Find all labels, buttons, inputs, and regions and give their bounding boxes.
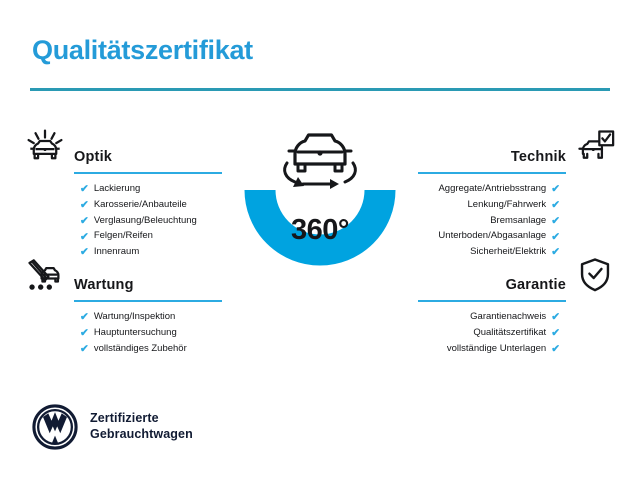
list-item-label: Wartung/Inspektion (93, 311, 176, 322)
list-item-label: Verglasung/Beleuchtung (93, 214, 197, 226)
section-optik-header: Optik (24, 128, 224, 166)
list-item: ✔ Felgen/Reifen (80, 230, 153, 243)
section-wartung-title: Wartung (74, 276, 134, 293)
list-item-label: Sicherheit/Elektrik (470, 246, 547, 258)
section-technik-title: Technik (510, 148, 566, 165)
section-technik-items: Aggregate/Antriebsstrang ✔ Lenkung/Fahrw… (406, 183, 560, 259)
list-item-label: Aggregate/Antriebsstrang (438, 183, 547, 194)
list-item-label: Bremsanlage (490, 214, 547, 226)
list-item: ✔ Karosserie/Anbauteile (80, 199, 187, 212)
check-icon: ✔ (80, 198, 89, 211)
volkswagen-logo (32, 404, 78, 450)
check-icon: ✔ (80, 230, 89, 243)
footer-line-2: Gebrauchtwagen (90, 427, 193, 441)
check-icon: ✔ (551, 311, 560, 324)
list-item: ✔ Wartung/Inspektion (80, 311, 175, 324)
section-wartung-header: Wartung (24, 256, 224, 294)
section-garantie-divider (418, 300, 566, 302)
check-icon: ✔ (551, 342, 560, 355)
list-item: ✔ Verglasung/Beleuchtung (80, 215, 197, 228)
check-icon: ✔ (80, 342, 89, 355)
footer-text: Zertifizierte Gebrauchtwagen (90, 411, 193, 442)
title-divider (30, 88, 610, 91)
section-wartung-divider (74, 300, 222, 302)
check-icon: ✔ (80, 183, 89, 196)
list-item: ✔ vollständiges Zubehör (80, 343, 187, 356)
list-item: Bremsanlage ✔ (490, 215, 560, 228)
section-optik: Optik ✔ Lackierung ✔ Karosserie/Anbautei… (24, 128, 224, 259)
badge-degrees-label: 360° (291, 214, 349, 246)
list-item-label: Qualitätszertifikat (473, 326, 547, 338)
section-garantie-title: Garantie (505, 276, 566, 293)
section-wartung: Wartung ✔ Wartung/Inspektion ✔ Hauptunte… (24, 256, 224, 355)
check-icon: ✔ (551, 246, 560, 259)
list-item-label: Garantienachweis (470, 311, 547, 322)
list-item: Unterboden/Abgasanlage ✔ (438, 230, 560, 243)
list-item: ✔ Lackierung (80, 183, 140, 196)
list-item-label: vollständige Unterlagen (446, 342, 547, 354)
list-item: vollständige Unterlagen ✔ (447, 343, 560, 356)
footer-branding: Zertifizierte Gebrauchtwagen (32, 404, 193, 450)
car-checkbox-icon (574, 128, 616, 166)
section-technik-divider (418, 172, 566, 174)
list-item-label: Innenraum (93, 246, 140, 258)
list-item: ✔ Hauptuntersuchung (80, 327, 177, 340)
section-optik-divider (74, 172, 222, 174)
check-icon: ✔ (551, 198, 560, 211)
car-wash-icon (24, 128, 66, 166)
section-garantie: Garantie Garantienachweis ✔ Qualitätszer… (406, 256, 616, 355)
section-technik: Technik Aggregate/Antriebsstrang ✔ (406, 128, 616, 259)
check-icon: ✔ (551, 183, 560, 196)
page-title: Qualitätszertifikat (32, 35, 253, 65)
list-item-label: Karosserie/Anbauteile (93, 198, 187, 210)
list-item-label: Lackierung (93, 183, 141, 194)
list-item-label: vollständiges Zubehör (93, 342, 187, 354)
list-item: ✔ Innenraum (80, 246, 139, 259)
check-icon: ✔ (80, 326, 89, 339)
check-icon: ✔ (80, 246, 89, 259)
section-technik-header: Technik (406, 128, 616, 166)
list-item-label: Unterboden/Abgasanlage (438, 230, 547, 242)
section-optik-title: Optik (74, 148, 113, 165)
gebrauchtwagen-check-badge: Gebrauchtwagen-Check 360 (227, 118, 413, 318)
section-optik-items: ✔ Lackierung ✔ Karosserie/Anbauteile ✔ V… (80, 183, 224, 259)
section-garantie-header: Garantie (406, 256, 616, 294)
footer-line-1: Zertifizierte (90, 411, 159, 426)
pen-car-service-icon (24, 256, 66, 294)
section-wartung-items: ✔ Wartung/Inspektion ✔ Hauptuntersuchung… (80, 311, 224, 355)
list-item-label: Hauptuntersuchung (93, 326, 177, 338)
list-item: Garantienachweis ✔ (470, 311, 560, 324)
list-item: Qualitätszertifikat ✔ (473, 327, 560, 340)
check-icon: ✔ (80, 214, 89, 227)
check-icon: ✔ (551, 214, 560, 227)
check-icon: ✔ (551, 326, 560, 339)
list-item: Aggregate/Antriebsstrang ✔ (438, 183, 560, 196)
car-rotate-icon (283, 133, 357, 189)
list-item-label: Lenkung/Fahrwerk (467, 198, 547, 210)
list-item: Sicherheit/Elektrik ✔ (470, 246, 560, 259)
shield-check-icon (574, 256, 616, 294)
section-garantie-items: Garantienachweis ✔ Qualitätszertifikat ✔… (406, 311, 560, 355)
check-icon: ✔ (551, 230, 560, 243)
list-item-label: Felgen/Reifen (93, 230, 153, 242)
check-icon: ✔ (80, 311, 89, 324)
list-item: Lenkung/Fahrwerk ✔ (468, 199, 561, 212)
